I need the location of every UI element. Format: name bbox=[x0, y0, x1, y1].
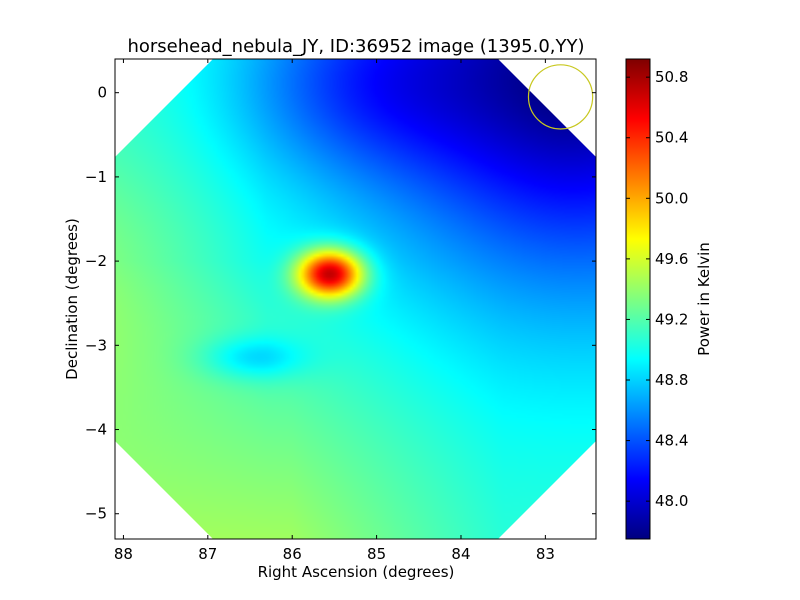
x-tick-label: 83 bbox=[536, 545, 555, 563]
y-tick-label: −4 bbox=[85, 421, 107, 439]
y-tick-label: −1 bbox=[85, 168, 107, 186]
colorbar-tick-label: 49.6 bbox=[655, 250, 688, 268]
beam-circle bbox=[527, 64, 594, 130]
colorbar-tick-label: 48.4 bbox=[655, 432, 688, 450]
y-axis: 0 −1 −2 −3 −4 −5 bbox=[85, 84, 596, 523]
x-tick-label: 86 bbox=[283, 545, 302, 563]
y-tick-label: −2 bbox=[85, 252, 107, 270]
colorbar: 48.0 48.4 48.8 49.2 49.6 50.0 50.4 50.8 Power i… bbox=[625, 58, 713, 540]
plot-frame bbox=[114, 58, 597, 540]
colorbar-ticks: 48.0 48.4 48.8 49.2 49.6 50.0 50.4 50.8 bbox=[626, 68, 688, 510]
colorbar-tick-label: 50.4 bbox=[655, 129, 688, 147]
y-axis-label: Declination (degrees) bbox=[63, 218, 81, 380]
colorbar-gradient bbox=[626, 59, 650, 539]
x-axis: 88 87 86 85 84 83 bbox=[114, 59, 555, 563]
x-tick-label: 84 bbox=[451, 545, 470, 563]
y-tick-label: −5 bbox=[85, 505, 107, 523]
plot-area bbox=[114, 58, 597, 540]
heatmap-image bbox=[115, 59, 596, 539]
colorbar-tick-label: 48.8 bbox=[655, 371, 688, 389]
y-tick-label: 0 bbox=[97, 84, 107, 102]
chart-title: horsehead_nebula_JY, ID:36952 image (139… bbox=[127, 36, 584, 57]
colorbar-tick-label: 50.0 bbox=[655, 189, 688, 207]
colorbar-tick-label: 50.8 bbox=[655, 68, 688, 86]
colorbar-label: Power in Kelvin bbox=[695, 242, 713, 356]
x-tick-label: 85 bbox=[367, 545, 386, 563]
y-tick-label: −3 bbox=[85, 336, 107, 354]
colorbar-frame bbox=[625, 58, 651, 540]
x-tick-label: 87 bbox=[198, 545, 217, 563]
x-tick-label: 88 bbox=[114, 545, 133, 563]
colorbar-tick-label: 49.2 bbox=[655, 310, 688, 328]
colorbar-tick-label: 48.0 bbox=[655, 492, 688, 510]
x-axis-label: Right Ascension (degrees) bbox=[258, 563, 455, 581]
